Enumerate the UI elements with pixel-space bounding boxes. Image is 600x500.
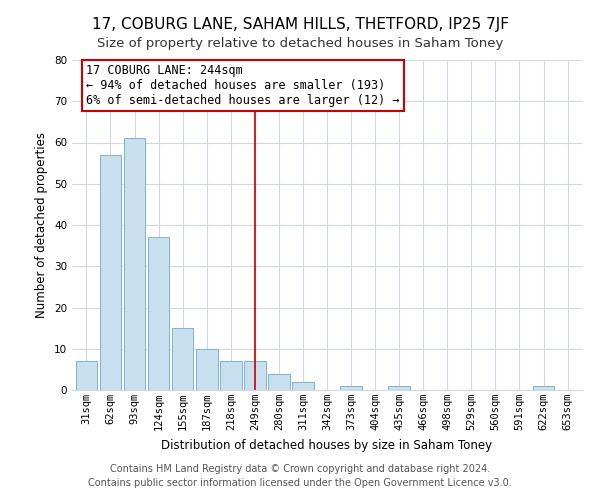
Bar [244, 361, 266, 390]
Y-axis label: Number of detached properties: Number of detached properties [35, 132, 49, 318]
Bar [533, 386, 554, 390]
Bar [388, 386, 410, 390]
Bar [196, 349, 218, 390]
Bar [172, 328, 193, 390]
Bar [220, 361, 242, 390]
Bar [76, 361, 97, 390]
Bar [148, 238, 169, 390]
X-axis label: Distribution of detached houses by size in Saham Toney: Distribution of detached houses by size … [161, 438, 493, 452]
Text: 17, COBURG LANE, SAHAM HILLS, THETFORD, IP25 7JF: 17, COBURG LANE, SAHAM HILLS, THETFORD, … [91, 18, 509, 32]
Text: 17 COBURG LANE: 244sqm
← 94% of detached houses are smaller (193)
6% of semi-det: 17 COBURG LANE: 244sqm ← 94% of detached… [86, 64, 400, 107]
Bar [268, 374, 290, 390]
Text: Size of property relative to detached houses in Saham Toney: Size of property relative to detached ho… [97, 38, 503, 51]
Bar [100, 155, 121, 390]
Bar [340, 386, 362, 390]
Bar [292, 382, 314, 390]
Text: Contains HM Land Registry data © Crown copyright and database right 2024.
Contai: Contains HM Land Registry data © Crown c… [88, 464, 512, 487]
Bar [124, 138, 145, 390]
